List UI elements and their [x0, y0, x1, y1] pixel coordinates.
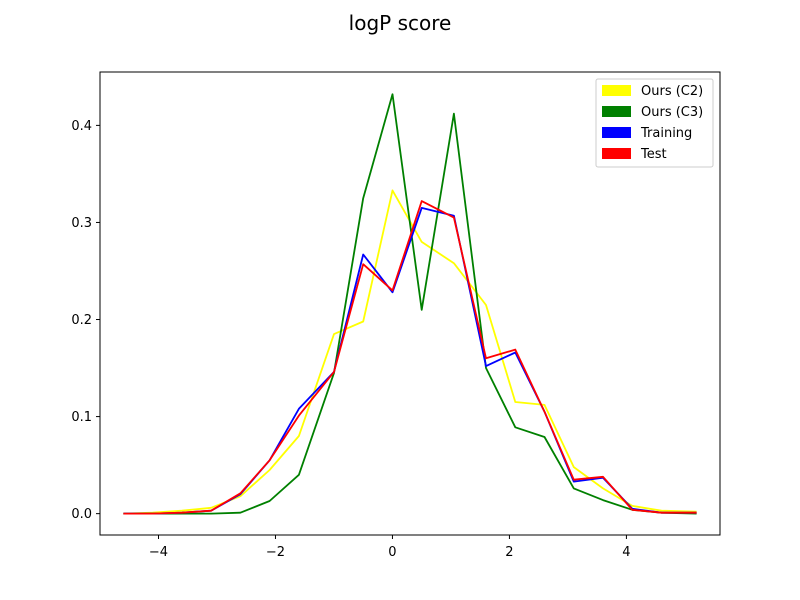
y-tick-label: 0.1 — [71, 410, 92, 425]
series-line-3 — [123, 200, 697, 515]
legend-swatch — [602, 85, 631, 96]
legend-swatch — [602, 148, 631, 159]
y-tick-label: 0.3 — [71, 216, 92, 231]
y-tick-label: 0.0 — [71, 507, 92, 522]
legend-box — [595, 78, 714, 168]
axes-frame — [99, 71, 721, 536]
series-line-2 — [123, 206, 697, 515]
plot-lines — [123, 93, 697, 515]
legend-swatch — [602, 106, 631, 117]
legend-label: Training — [640, 126, 692, 141]
legend-label: Test — [640, 147, 667, 162]
y-axis: 0.0 0.1 0.2 0.3 0.4 — [71, 119, 100, 522]
x-tick-label: −4 — [149, 545, 168, 560]
legend-label: Ours (C2) — [641, 84, 703, 99]
y-tick-label: 0.2 — [71, 313, 92, 328]
legend-swatch — [602, 127, 631, 138]
legend: Ours (C2) Ours (C3) Training Test — [595, 78, 714, 168]
x-tick-label: −2 — [266, 545, 285, 560]
x-tick-label: 0 — [388, 545, 396, 560]
chart-title: logP score — [349, 11, 452, 35]
series-line-1 — [123, 93, 697, 515]
y-tick-label: 0.4 — [71, 119, 92, 134]
legend-label: Ours (C3) — [641, 105, 703, 120]
series-line-0 — [123, 189, 697, 515]
x-axis: −4 −2 0 2 4 — [149, 535, 631, 560]
x-tick-label: 2 — [505, 545, 513, 560]
x-tick-label: 4 — [622, 545, 630, 560]
